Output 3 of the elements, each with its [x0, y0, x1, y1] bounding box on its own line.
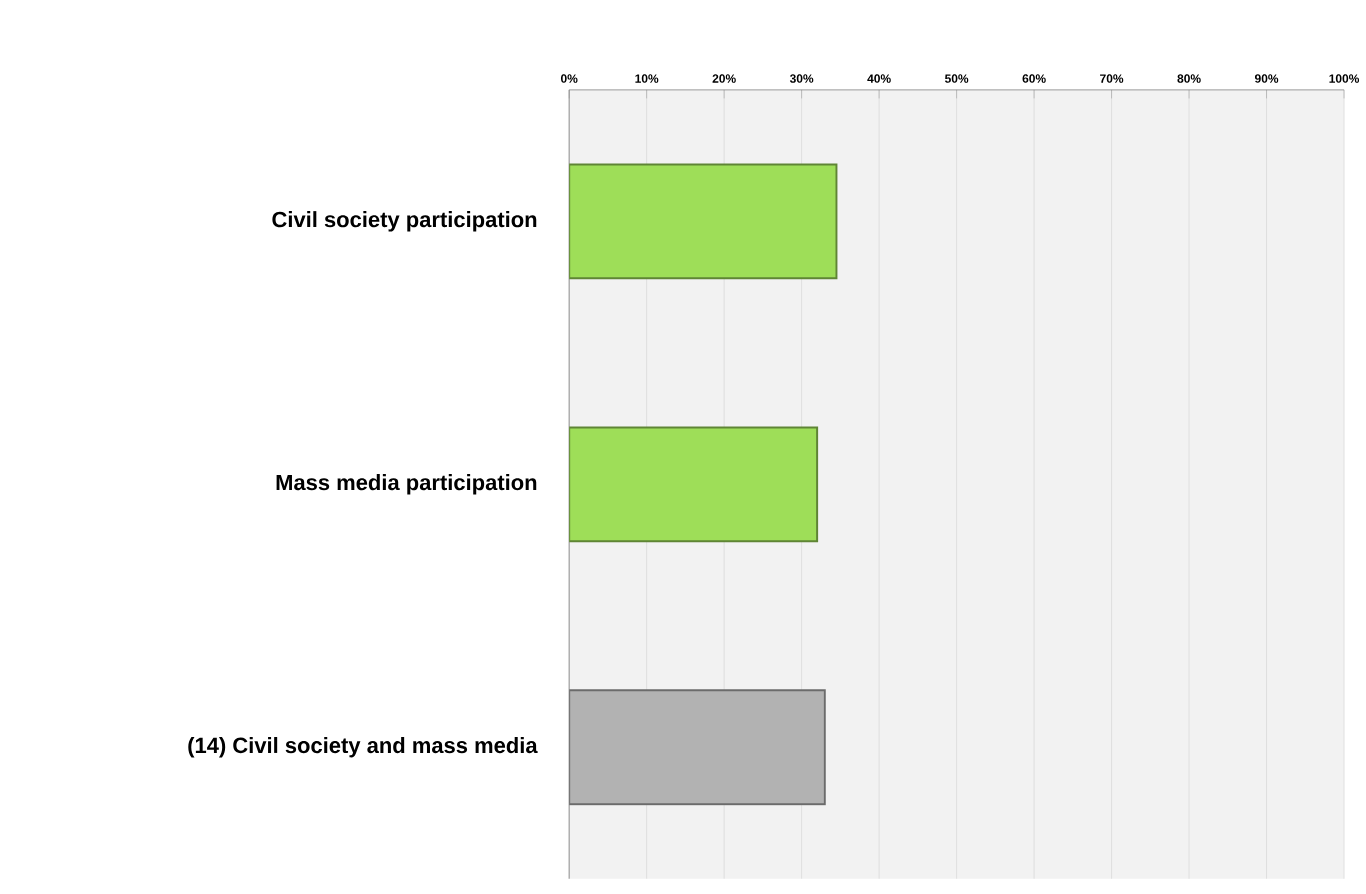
y-tick-label: Mass media participation [276, 473, 537, 495]
y-tick-label: Civil society participation [272, 210, 537, 232]
y-tick-label: (14) Civil society and mass media [188, 736, 538, 758]
